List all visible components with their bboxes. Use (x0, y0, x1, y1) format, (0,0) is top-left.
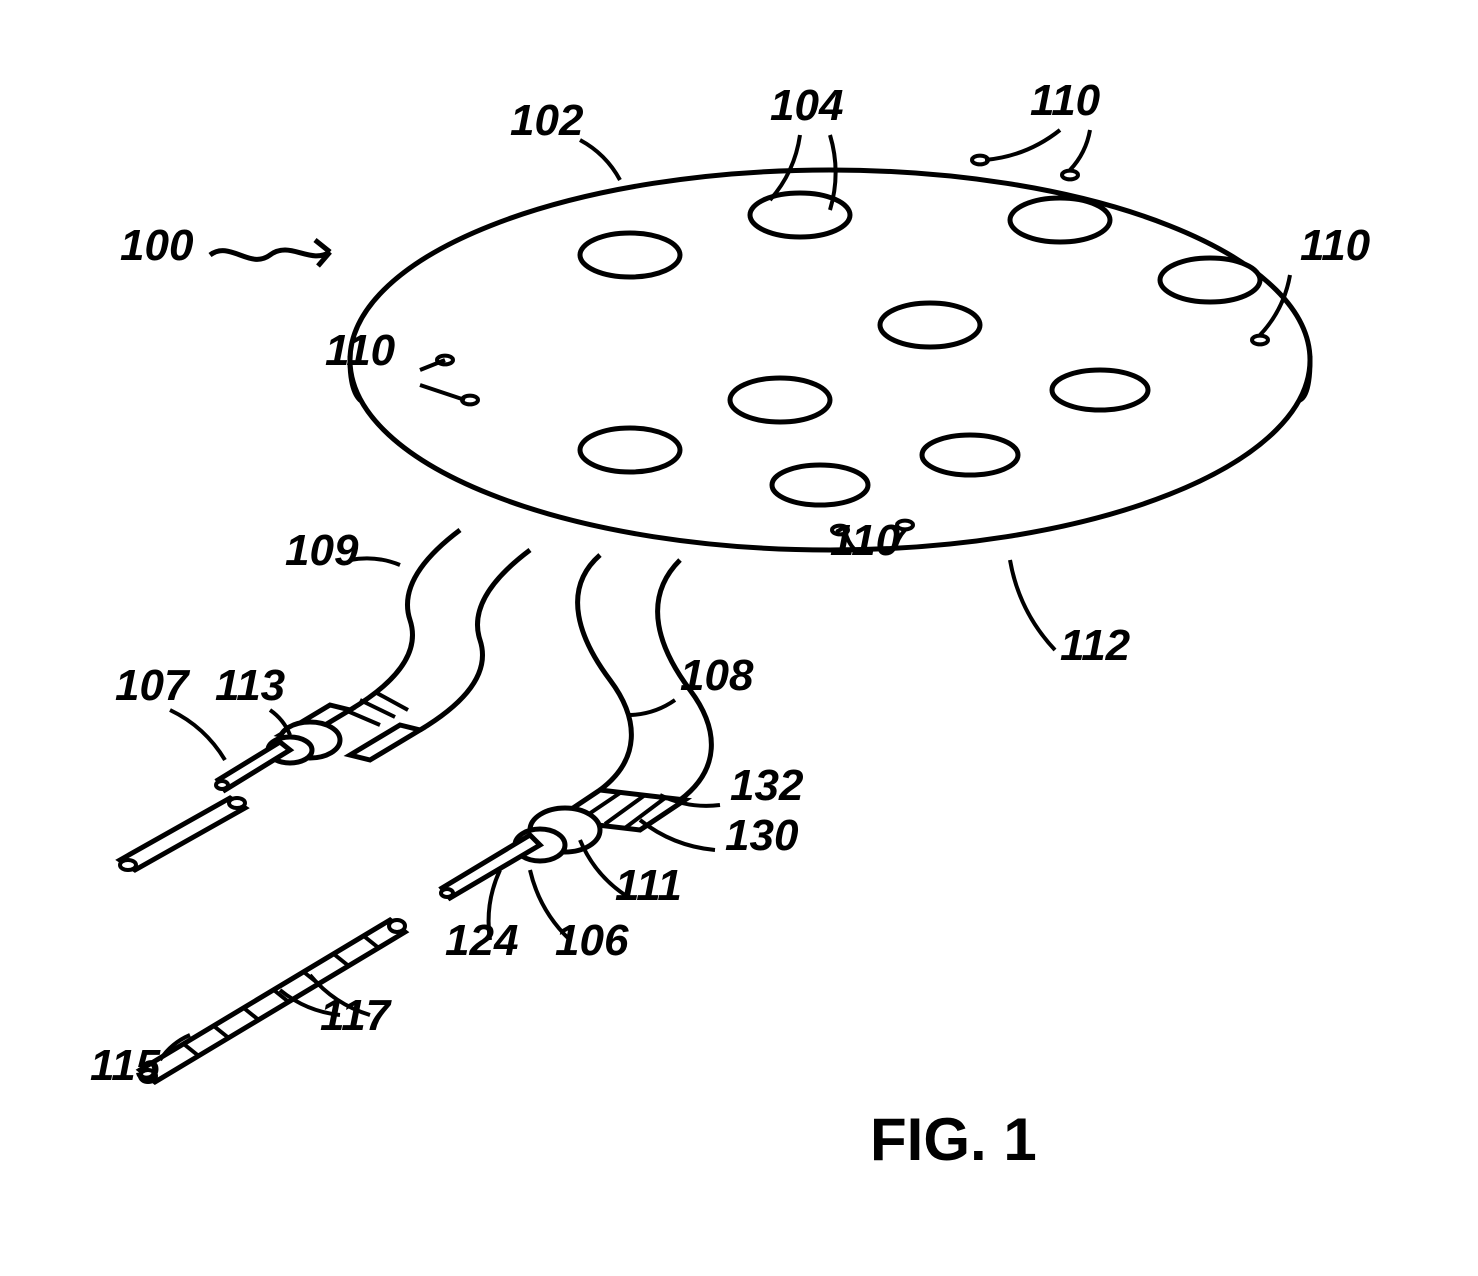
ref-label-110d: 110 (830, 516, 901, 565)
large-spot (750, 193, 850, 237)
assembly-arrow (210, 240, 330, 266)
ref-label-100: 100 (120, 221, 194, 270)
leader-line (1070, 130, 1090, 170)
ref-label-112: 112 (1060, 621, 1131, 670)
ref-label-115: 115 (90, 1041, 161, 1090)
leader-line (580, 140, 620, 180)
ref-label-130: 130 (725, 811, 799, 860)
large-spot (580, 428, 680, 472)
ref-label-110b: 110 (1300, 221, 1371, 270)
cable-left (216, 530, 530, 790)
leader-line (270, 710, 290, 735)
ref-label-109: 109 (285, 526, 359, 575)
patent-figure: 1001021041101101101101091081121071131321… (0, 0, 1478, 1276)
small-spot (1252, 336, 1268, 345)
ref-label-113: 113 (215, 661, 285, 710)
ref-label-107: 107 (115, 661, 191, 710)
ref-label-108: 108 (680, 651, 754, 700)
leader-line (630, 700, 675, 715)
leader-line (1010, 560, 1055, 650)
ref-label-102: 102 (510, 96, 584, 145)
large-spot (1010, 198, 1110, 242)
ref-label-110c: 110 (325, 326, 396, 375)
figure-title: FIG. 1 (870, 1106, 1037, 1173)
large-spot (1052, 370, 1148, 410)
large-spot (880, 303, 980, 347)
large-spot (772, 465, 868, 505)
leader-line (170, 710, 225, 760)
large-spot (922, 435, 1018, 475)
ref-label-106: 106 (555, 916, 629, 965)
large-spot (730, 378, 830, 422)
ref-label-124: 124 (445, 916, 518, 965)
small-spot (1062, 171, 1078, 180)
short-rod (120, 798, 245, 870)
ref-label-110a: 110 (1030, 76, 1101, 125)
leader-line (985, 130, 1060, 160)
ref-label-104: 104 (770, 81, 843, 130)
ref-label-111: 111 (615, 861, 682, 910)
large-spot (1160, 258, 1260, 302)
ref-label-132: 132 (730, 761, 804, 810)
large-spot (580, 233, 680, 277)
ref-label-117: 117 (320, 991, 393, 1040)
